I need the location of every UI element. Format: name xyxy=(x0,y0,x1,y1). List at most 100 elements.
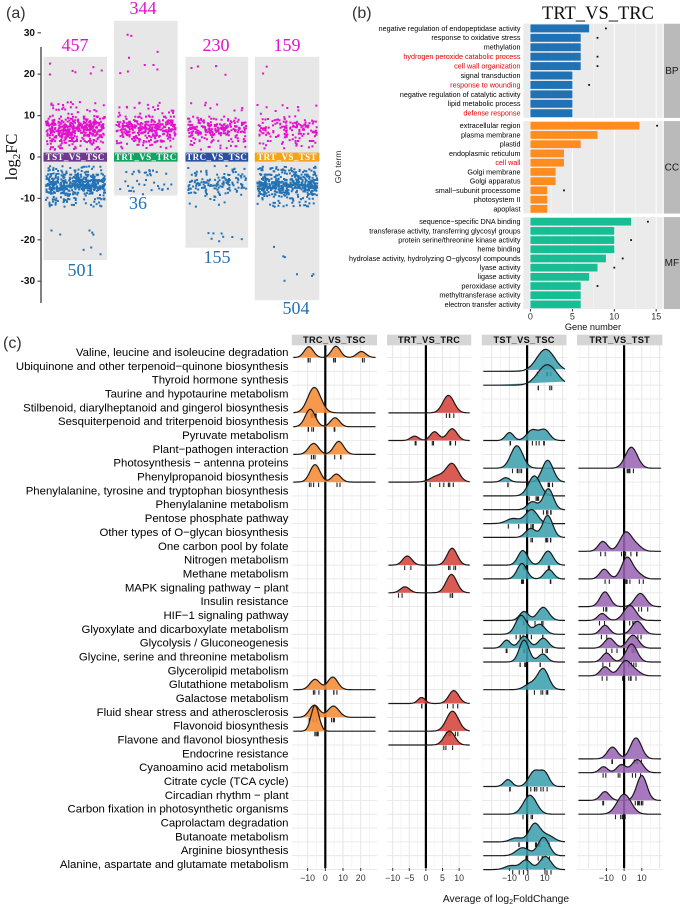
svg-text:-30: -30 xyxy=(21,276,36,287)
svg-text:Alanine, aspartate and glutama: Alanine, aspartate and glutamate metabol… xyxy=(60,859,289,871)
svg-text:10: 10 xyxy=(338,873,348,883)
svg-text:Phenylpropanoid biosynthesis: Phenylpropanoid biosynthesis xyxy=(137,472,289,484)
svg-text:0: 0 xyxy=(525,873,530,883)
svg-text:Fluid shear stress and atheros: Fluid shear stress and atherosclerosis xyxy=(97,707,289,719)
svg-text:apoplast: apoplast xyxy=(493,204,520,213)
svg-text:TRC_VS_TSC: TRC_VS_TSC xyxy=(303,335,366,345)
svg-text:Other types of O−glycan biosyn: Other types of O−glycan biosynthesis xyxy=(100,527,289,539)
svg-text:Phenylalanine, tyrosine and tr: Phenylalanine, tyrosine and tryptophan b… xyxy=(26,485,289,497)
svg-text:Plant−pathogen interaction: Plant−pathogen interaction xyxy=(153,444,289,456)
svg-text:Ubiquinone and other terpenoid: Ubiquinone and other terpenoid−quinone b… xyxy=(16,361,289,373)
svg-text:small−subunit processome: small−subunit processome xyxy=(435,186,520,195)
svg-text:Valine, leucine and isoleucine: Valine, leucine and isoleucine degradati… xyxy=(76,347,289,359)
svg-text:Galactose metabolism: Galactose metabolism xyxy=(176,693,289,705)
svg-text:Taurine and hypotaurine metabo: Taurine and hypotaurine metabolism xyxy=(105,389,289,401)
svg-text:Citrate cycle (TCA cycle): Citrate cycle (TCA cycle) xyxy=(164,776,289,788)
svg-text:TST_VS_TSC: TST_VS_TSC xyxy=(46,152,105,162)
svg-text:cell wall: cell wall xyxy=(495,158,521,167)
svg-text:Sesquiterpenoid and triterpeno: Sesquiterpenoid and triterpenoid biosynt… xyxy=(58,416,289,428)
svg-text:lyase activity: lyase activity xyxy=(480,263,521,272)
svg-text:ligase activity: ligase activity xyxy=(478,272,521,281)
svg-text:lipid metabolic process: lipid metabolic process xyxy=(448,99,521,108)
svg-text:10: 10 xyxy=(609,312,619,322)
svg-text:Cyanoamino acid metabolism: Cyanoamino acid metabolism xyxy=(139,762,288,774)
svg-text:TRC_VS_TSC: TRC_VS_TSC xyxy=(186,152,247,162)
svg-text:30: 30 xyxy=(24,28,36,39)
svg-text:0: 0 xyxy=(423,873,428,883)
svg-text:230: 230 xyxy=(203,35,230,55)
svg-text:electron transfer activity: electron transfer activity xyxy=(445,300,521,309)
svg-text:−5: −5 xyxy=(404,873,414,883)
svg-text:0: 0 xyxy=(29,152,35,163)
svg-text:(c): (c) xyxy=(3,335,22,352)
svg-text:0: 0 xyxy=(528,312,533,322)
svg-text:Glycerolipid metabolism: Glycerolipid metabolism xyxy=(168,665,289,677)
svg-text:GO term: GO term xyxy=(333,151,343,184)
svg-text:peroxidase activity: peroxidase activity xyxy=(461,281,521,290)
svg-text:CC: CC xyxy=(665,163,679,174)
svg-text:-10: -10 xyxy=(21,193,36,204)
svg-text:Pyruvate metabolism: Pyruvate metabolism xyxy=(182,430,288,442)
svg-text:response to oxidative stress: response to oxidative stress xyxy=(431,33,520,42)
svg-text:457: 457 xyxy=(62,35,89,55)
svg-text:15: 15 xyxy=(651,312,661,322)
svg-text:methylation: methylation xyxy=(484,43,521,52)
svg-text:cell wall organization: cell wall organization xyxy=(454,61,520,70)
svg-text:155: 155 xyxy=(204,247,231,267)
svg-text:TRT_VS_TST: TRT_VS_TST xyxy=(257,152,317,162)
svg-text:TRT_VS_TRC: TRT_VS_TRC xyxy=(115,152,177,162)
svg-text:log2FC: log2FC xyxy=(2,134,23,181)
svg-text:Glycine, serine and threonine: Glycine, serine and threonine metabolism xyxy=(79,652,289,664)
svg-text:One carbon pool by folate: One carbon pool by folate xyxy=(158,541,288,553)
svg-text:36: 36 xyxy=(129,193,147,213)
svg-text:−10: −10 xyxy=(385,873,400,883)
svg-text:Average of log2FoldChange: Average of log2FoldChange xyxy=(443,894,569,906)
svg-text:-20: -20 xyxy=(21,235,36,246)
svg-text:extracellular region: extracellular region xyxy=(460,121,521,130)
svg-text:Nitrogen metabolism: Nitrogen metabolism xyxy=(184,555,288,567)
svg-text:159: 159 xyxy=(274,35,301,55)
svg-text:Insulin resistance: Insulin resistance xyxy=(200,596,288,608)
svg-text:344: 344 xyxy=(130,0,157,18)
svg-text:Arginine biosynthesis: Arginine biosynthesis xyxy=(181,845,289,857)
svg-text:negative regulation of catalyt: negative regulation of catalytic activit… xyxy=(400,90,521,99)
svg-text:TRT_VS_TRC: TRT_VS_TRC xyxy=(542,4,654,24)
svg-text:Golgi membrane: Golgi membrane xyxy=(467,167,520,176)
svg-text:(a): (a) xyxy=(6,5,26,22)
svg-text:Phenylalanine metabolism: Phenylalanine metabolism xyxy=(156,499,289,511)
svg-text:Stilbenoid, diarylheptanoid an: Stilbenoid, diarylheptanoid and gingerol… xyxy=(23,402,289,414)
svg-text:Flavonoid biosynthesis: Flavonoid biosynthesis xyxy=(173,721,289,733)
svg-text:signal transduction: signal transduction xyxy=(461,71,521,80)
svg-text:HIF−1 signaling pathway: HIF−1 signaling pathway xyxy=(163,610,288,622)
svg-text:BP: BP xyxy=(665,66,679,77)
svg-text:sequence−specific DNA binding: sequence−specific DNA binding xyxy=(419,217,520,226)
svg-text:MF: MF xyxy=(665,258,679,269)
svg-text:5: 5 xyxy=(570,312,575,322)
svg-text:protein serine/threonine kinas: protein serine/threonine kinase activity xyxy=(398,235,521,244)
svg-text:hydrogen peroxide catabolic pr: hydrogen peroxide catabolic process xyxy=(403,52,520,61)
svg-text:Pentose phosphate pathway: Pentose phosphate pathway xyxy=(145,513,289,525)
svg-text:TST_VS_TSC: TST_VS_TSC xyxy=(493,335,554,345)
svg-text:plastid: plastid xyxy=(500,140,521,149)
svg-text:Methane metabolism: Methane metabolism xyxy=(183,568,289,580)
svg-text:defense response: defense response xyxy=(463,109,520,118)
svg-text:Circadian rhythm − plant: Circadian rhythm − plant xyxy=(165,790,290,802)
svg-text:TRT_VS_TST: TRT_VS_TST xyxy=(589,335,650,345)
svg-text:20: 20 xyxy=(356,873,366,883)
svg-text:plasma membrane: plasma membrane xyxy=(461,130,521,139)
svg-text:photosystem II: photosystem II xyxy=(474,195,521,204)
svg-text:0: 0 xyxy=(622,873,627,883)
svg-text:Glutathione metabolism: Glutathione metabolism xyxy=(169,679,289,691)
svg-text:Gene number: Gene number xyxy=(565,322,621,332)
svg-text:(b): (b) xyxy=(352,5,372,22)
svg-text:hydrolase activity, hydrolyzin: hydrolase activity, hydrolyzing O−glycos… xyxy=(349,254,521,263)
svg-text:Photosynthesis − antenna prote: Photosynthesis − antenna proteins xyxy=(113,458,288,470)
svg-text:negative regulation of endopep: negative regulation of endopeptidase act… xyxy=(379,24,521,33)
svg-text:Carbon fixation in photosynthe: Carbon fixation in photosynthetic organi… xyxy=(68,804,289,816)
svg-text:−10: −10 xyxy=(300,873,315,883)
svg-text:endoplasmic reticulum: endoplasmic reticulum xyxy=(449,149,521,158)
svg-text:Glyoxylate and dicarboxylate m: Glyoxylate and dicarboxylate metabolism xyxy=(81,624,288,636)
svg-text:Flavone and flavonol biosynthe: Flavone and flavonol biosynthesis xyxy=(118,735,289,747)
svg-text:−10: −10 xyxy=(502,873,517,883)
svg-text:0: 0 xyxy=(323,873,328,883)
